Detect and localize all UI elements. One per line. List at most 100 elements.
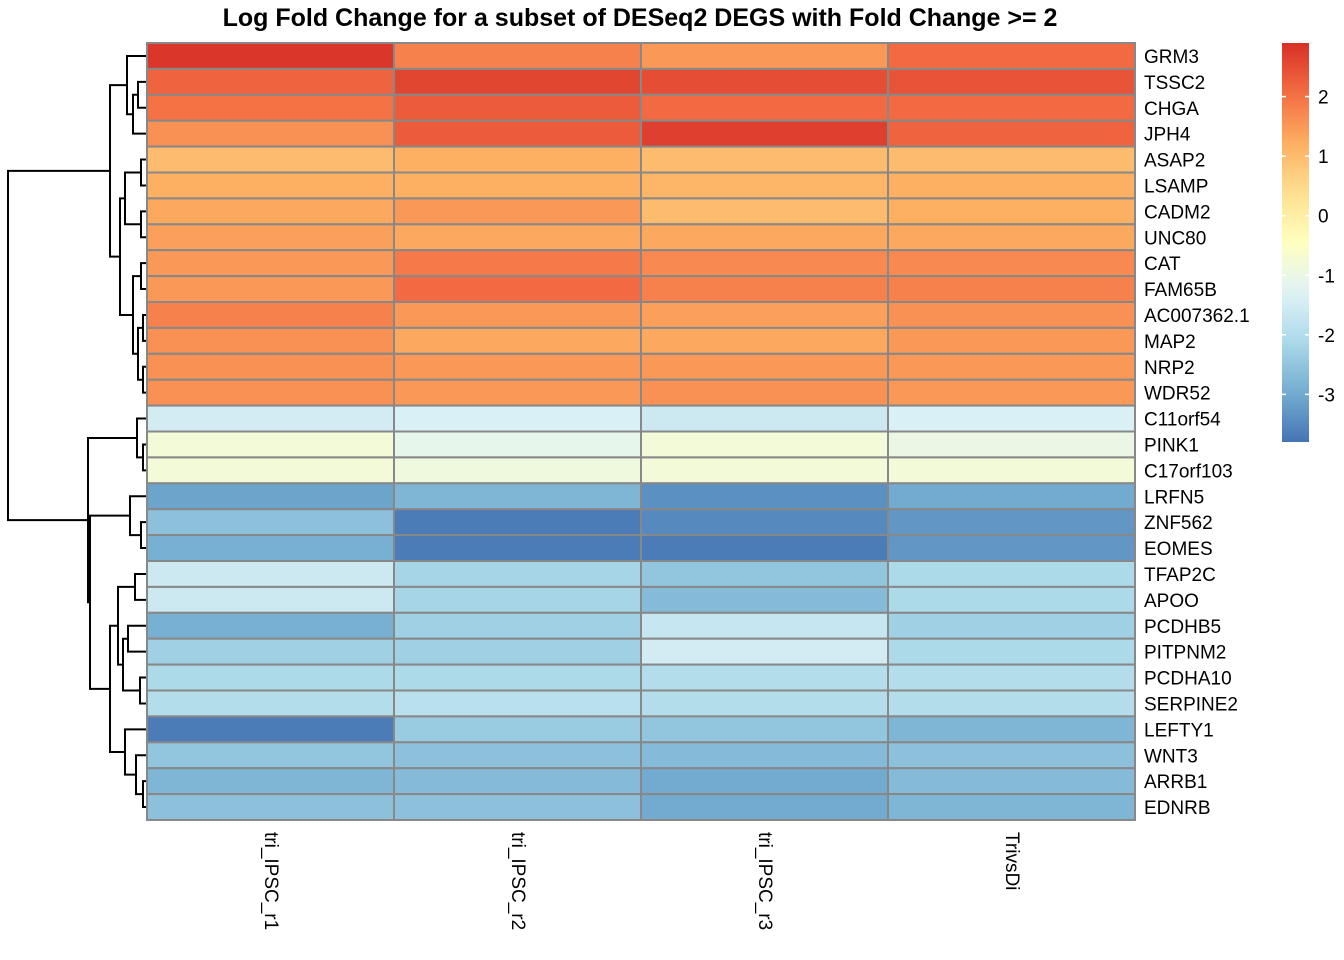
heatmap-cell bbox=[887, 352, 1136, 381]
legend-tick-label: 2 bbox=[1318, 88, 1329, 109]
heatmap-cell bbox=[640, 637, 889, 666]
heatmap-cell bbox=[393, 378, 642, 407]
heatmap-cell bbox=[887, 223, 1136, 252]
heatmap-cell bbox=[393, 611, 642, 640]
heatmap-cell bbox=[146, 534, 395, 562]
heatmap-cell bbox=[887, 637, 1136, 666]
heatmap-cell bbox=[393, 67, 642, 96]
row-label: SERPINE2 bbox=[1144, 694, 1238, 715]
heatmap-cell bbox=[393, 585, 642, 614]
heatmap-cell bbox=[887, 67, 1136, 96]
heatmap-cell bbox=[640, 275, 889, 304]
heatmap-cell bbox=[887, 741, 1136, 770]
heatmap-cell bbox=[887, 145, 1136, 174]
dendrogram-branches bbox=[7, 54, 147, 809]
heatmap-cell bbox=[887, 560, 1136, 588]
row-label: ARRB1 bbox=[1144, 772, 1207, 793]
heatmap-cell bbox=[393, 249, 642, 278]
heatmap-cell bbox=[146, 326, 395, 355]
row-label: ZNF562 bbox=[1144, 513, 1213, 534]
row-label: LSAMP bbox=[1144, 176, 1208, 197]
heatmap-cell bbox=[887, 456, 1136, 485]
row-label: FAM65B bbox=[1144, 280, 1217, 301]
heatmap-cell bbox=[393, 741, 642, 770]
heatmap-cell bbox=[640, 404, 889, 433]
heatmap-cell bbox=[640, 352, 889, 381]
heatmap-cell bbox=[887, 585, 1136, 614]
heatmap-cell bbox=[887, 663, 1136, 692]
row-label: NRP2 bbox=[1144, 358, 1195, 379]
legend-color-bar bbox=[1282, 43, 1309, 442]
heatmap-cell bbox=[393, 715, 642, 744]
row-label: MAP2 bbox=[1144, 332, 1196, 353]
heatmap-cell bbox=[393, 42, 642, 70]
heatmap-cell bbox=[887, 767, 1136, 796]
column-label: tri_IPSC_r2 bbox=[507, 832, 528, 930]
heatmap-cell bbox=[146, 93, 395, 122]
heatmap-cell bbox=[146, 67, 395, 96]
row-label: UNC80 bbox=[1144, 228, 1206, 249]
heatmap-cell bbox=[887, 275, 1136, 304]
heatmap-cell bbox=[640, 223, 889, 252]
heatmap-cell bbox=[393, 560, 642, 588]
heatmap-cell bbox=[640, 611, 889, 640]
row-label: C17orf103 bbox=[1144, 461, 1233, 482]
heatmap-cell bbox=[146, 404, 395, 433]
heatmap-cell bbox=[146, 171, 395, 200]
heatmap-cell bbox=[393, 637, 642, 666]
heatmap-cell bbox=[393, 793, 642, 821]
legend-tick-label: 1 bbox=[1318, 147, 1329, 168]
heatmap-cell bbox=[640, 793, 889, 821]
heatmap-cell bbox=[393, 275, 642, 304]
heatmap-cell bbox=[640, 301, 889, 329]
heatmap-cell bbox=[146, 663, 395, 692]
heatmap-cell bbox=[887, 611, 1136, 640]
row-label: CHGA bbox=[1144, 99, 1199, 120]
heatmap-cell bbox=[393, 456, 642, 485]
column-label: TrivsDi bbox=[1001, 832, 1022, 890]
heatmap-cell bbox=[146, 301, 395, 329]
heatmap-cell bbox=[640, 326, 889, 355]
heatmap-cell bbox=[887, 793, 1136, 821]
heatmap-cell bbox=[640, 560, 889, 588]
heatmap-cell bbox=[887, 119, 1136, 148]
heatmap-cell bbox=[640, 430, 889, 459]
legend-tick-label: -1 bbox=[1318, 266, 1335, 287]
heatmap-cell bbox=[640, 378, 889, 407]
heatmap-cell bbox=[640, 145, 889, 174]
heatmap-cell bbox=[393, 508, 642, 537]
heatmap-cell bbox=[640, 456, 889, 485]
legend-tick-label: -2 bbox=[1318, 326, 1335, 347]
heatmap-cell bbox=[640, 67, 889, 96]
row-label: WDR52 bbox=[1144, 384, 1211, 405]
heatmap-cell bbox=[146, 249, 395, 278]
heatmap-cell bbox=[887, 508, 1136, 537]
heatmap-cell bbox=[393, 689, 642, 718]
color-legend: 2 1 0 -1 -2 -3 bbox=[1282, 43, 1335, 442]
heatmap-cell bbox=[393, 430, 642, 459]
heatmap-cell bbox=[640, 585, 889, 614]
row-label: TFAP2C bbox=[1144, 565, 1216, 586]
heatmap-cell bbox=[146, 430, 395, 459]
heatmap-cell bbox=[887, 301, 1136, 329]
row-label: PCDHB5 bbox=[1144, 617, 1221, 638]
heatmap-cell bbox=[146, 741, 395, 770]
heatmap-cell bbox=[393, 534, 642, 562]
heatmap-cell bbox=[393, 171, 642, 200]
chart-title: Log Fold Change for a subset of DESeq2 D… bbox=[223, 4, 1058, 32]
heatmap-cell bbox=[393, 223, 642, 252]
row-dendrogram bbox=[7, 54, 147, 809]
heatmap-cell bbox=[640, 119, 889, 148]
row-label: GRM3 bbox=[1144, 47, 1199, 68]
heatmap-cell bbox=[146, 793, 395, 821]
heatmap-cell bbox=[887, 326, 1136, 355]
row-label: AC007362.1 bbox=[1144, 306, 1250, 327]
heatmap-cell bbox=[146, 197, 395, 226]
heatmap-cell bbox=[887, 404, 1136, 433]
row-label: CADM2 bbox=[1144, 202, 1211, 223]
heatmap-cell bbox=[640, 663, 889, 692]
heatmap-cell bbox=[146, 482, 395, 511]
heatmap-cell bbox=[146, 611, 395, 640]
row-label: TSSC2 bbox=[1144, 73, 1205, 94]
